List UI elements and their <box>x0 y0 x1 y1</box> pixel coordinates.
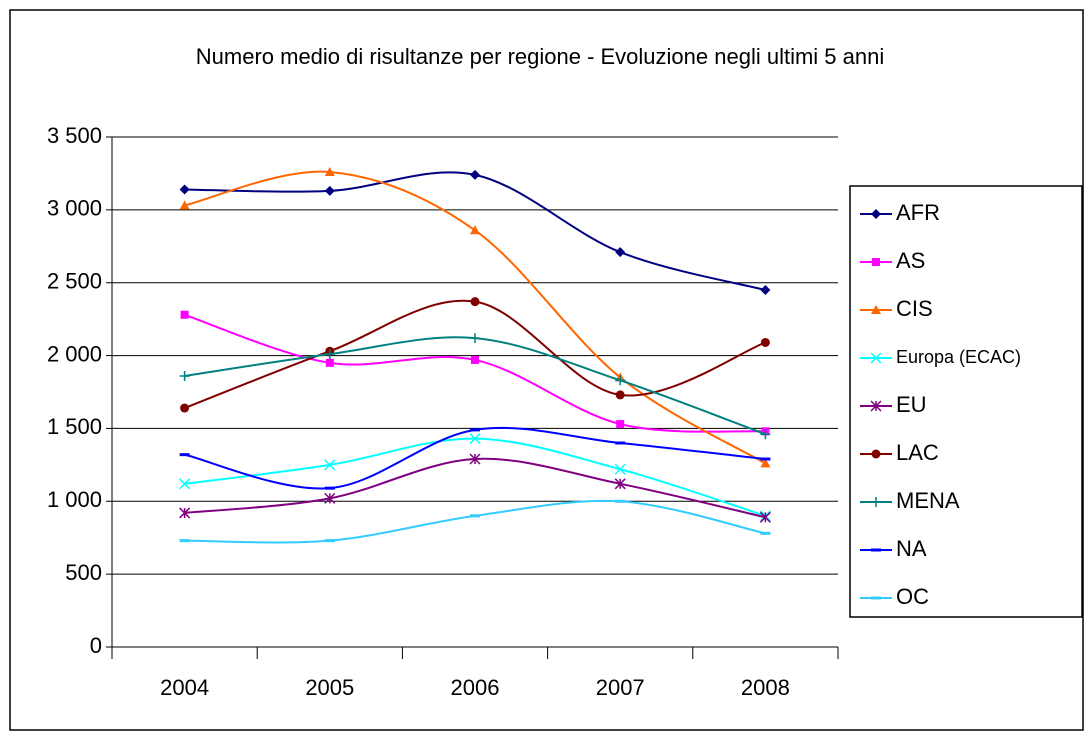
point-marker <box>324 349 335 360</box>
point-marker <box>615 375 626 386</box>
point-marker <box>469 453 481 465</box>
point-marker <box>760 337 770 347</box>
legend-label: LAC <box>896 440 939 465</box>
point-marker <box>760 429 771 440</box>
point-marker <box>324 166 335 176</box>
x-tick-label: 2005 <box>305 675 354 700</box>
y-tick-label: 3 500 <box>47 123 102 148</box>
point-marker <box>324 185 335 196</box>
y-tick-label: 3 000 <box>47 196 102 221</box>
y-tick-label: 1 000 <box>47 487 102 512</box>
y-tick-label: 0 <box>90 633 102 658</box>
point-marker <box>471 355 479 364</box>
point-marker <box>470 225 480 235</box>
y-tick-label: 500 <box>65 560 102 585</box>
x-tick-label: 2006 <box>451 675 500 700</box>
legend-marker <box>870 400 882 412</box>
point-marker <box>759 511 771 523</box>
y-tick-label: 2 000 <box>47 341 102 366</box>
x-tick-label: 2004 <box>160 675 209 700</box>
legend-label: OC <box>896 584 929 609</box>
legend-label: NA <box>896 536 927 561</box>
legend-marker <box>871 305 881 314</box>
point-marker <box>760 285 771 295</box>
series-line <box>184 170 766 465</box>
point-marker <box>325 358 334 367</box>
point-marker <box>760 458 771 468</box>
legend-marker <box>871 209 881 219</box>
legend-marker <box>871 497 881 507</box>
legend-label: AS <box>896 248 925 273</box>
point-marker <box>179 370 190 381</box>
point-marker <box>180 403 190 413</box>
legend-label: Europa (ECAC) <box>896 347 1021 367</box>
point-marker <box>614 478 626 490</box>
y-tick-label: 2 500 <box>47 269 102 294</box>
point-marker <box>615 390 625 400</box>
point-marker <box>180 310 189 319</box>
point-marker <box>179 184 190 195</box>
x-tick-label: 2008 <box>741 675 790 700</box>
point-marker <box>324 492 336 504</box>
point-marker <box>470 297 480 307</box>
point-marker <box>179 200 190 210</box>
legend-label: AFR <box>896 200 940 225</box>
point-marker <box>179 507 191 519</box>
legend-marker <box>870 352 882 364</box>
point-marker <box>470 169 480 180</box>
legend-label: MENA <box>896 488 960 513</box>
point-marker <box>470 333 480 344</box>
legend-label: EU <box>896 392 927 417</box>
point-marker <box>469 433 481 445</box>
legend-label: CIS <box>896 296 933 321</box>
point-marker <box>324 459 336 471</box>
point-marker <box>614 463 626 475</box>
point-marker <box>616 420 625 429</box>
chart-title: Numero medio di risultanze per regione -… <box>196 44 884 69</box>
legend-marker <box>872 258 880 266</box>
point-marker <box>615 247 626 258</box>
legend-marker <box>871 449 881 459</box>
point-marker <box>179 478 191 490</box>
x-tick-label: 2007 <box>596 675 645 700</box>
legend-box <box>849 185 1083 618</box>
y-tick-label: 1 500 <box>47 414 102 439</box>
